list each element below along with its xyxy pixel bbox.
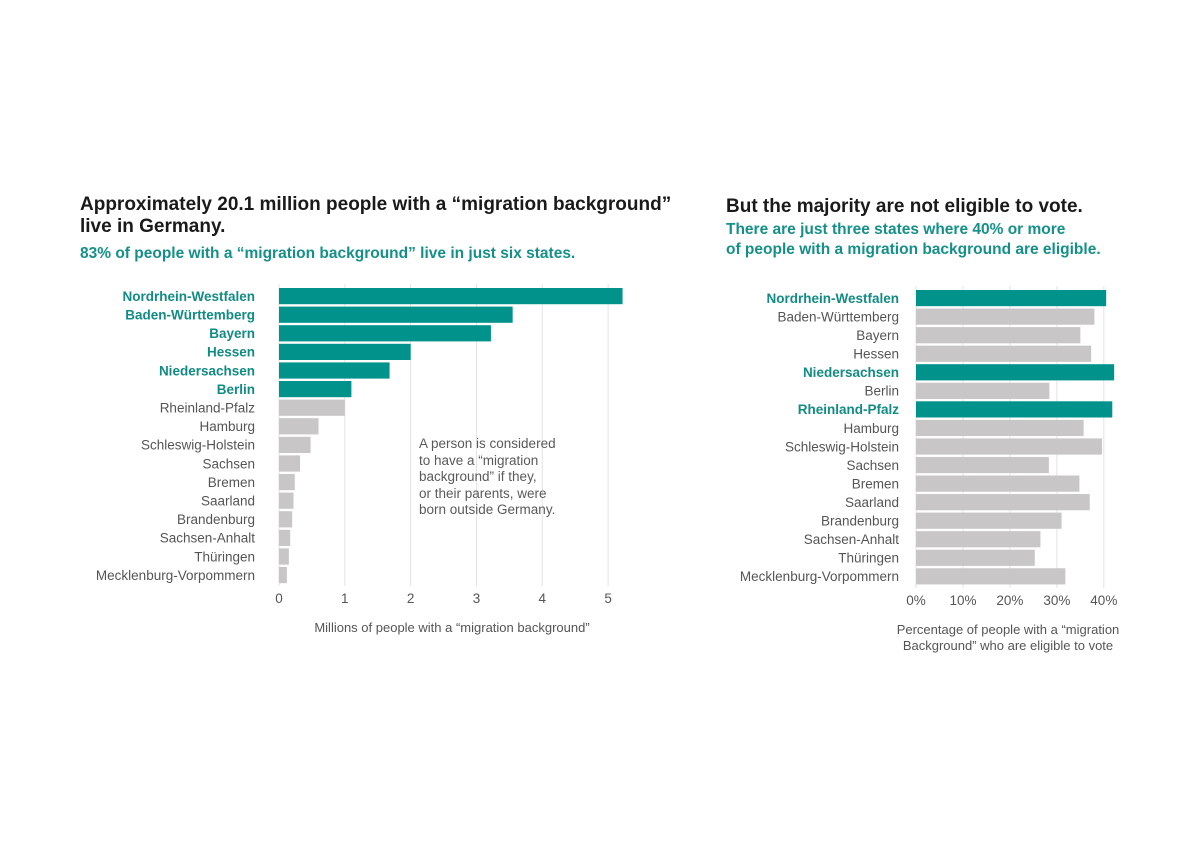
right-category-label: Hamburg	[843, 421, 899, 436]
left-category-label: Sachsen	[202, 456, 255, 471]
right-category-label: Schleswig-Holstein	[785, 439, 899, 454]
right-bar	[916, 494, 1090, 511]
left-chart-subtitle: 83% of people with a “migration backgrou…	[80, 244, 575, 264]
left-bar	[279, 399, 345, 416]
right-category-label: Mecklenburg-Vorpommern	[740, 569, 899, 584]
left-bar	[279, 343, 411, 360]
right-title-line: But the majority are not eligible to vot…	[726, 196, 1083, 217]
right-category-label: Bayern	[856, 328, 899, 343]
left-bar	[279, 548, 289, 565]
annotation-line: to have a “migration	[419, 452, 539, 468]
right-bar	[916, 568, 1066, 585]
right-subtitle-line: of people with a migration background ar…	[726, 241, 1101, 258]
right-bar	[916, 364, 1115, 381]
right-category-label: Thüringen	[838, 551, 899, 566]
left-bar	[279, 436, 311, 453]
migration-background-annotation: A person is considered to have a “migrat…	[419, 436, 556, 519]
right-bar	[916, 382, 1050, 399]
right-x-tick-label: 0%	[906, 593, 926, 608]
right-bar	[916, 475, 1080, 492]
right-bar	[916, 531, 1041, 548]
annotation-line: background” if they,	[419, 469, 537, 484]
right-chart-title: But the majority are not eligible to vot…	[726, 196, 1083, 218]
right-category-label: Sachsen	[846, 458, 899, 473]
annotation-line: or their parents, were	[419, 485, 547, 501]
left-title-line: live in Germany.	[80, 216, 226, 237]
left-category-label: Rheinland-Pfalz	[160, 401, 256, 416]
right-category-label: Niedersachsen	[803, 365, 899, 380]
left-category-label: Berlin	[217, 382, 255, 397]
right-x-tick-label: 10%	[949, 593, 976, 608]
right-category-label: Saarland	[845, 495, 899, 510]
right-x-tick-label: 20%	[996, 593, 1023, 608]
right-bar	[916, 308, 1095, 325]
left-category-label: Bremen	[208, 475, 255, 490]
right-chart-subtitle: There are just three states where 40% or…	[726, 220, 1101, 260]
left-x-tick-label: 4	[539, 591, 547, 606]
right-category-label: Baden-Württemberg	[777, 309, 899, 324]
left-x-tick-label: 1	[341, 591, 349, 606]
right-xlabel-line: Percentage of people with a “migration	[896, 622, 1120, 637]
right-bar-chart: 0% 10% 20% 30% 40% Nordrhein-Westfalen Baden-W…	[740, 286, 1117, 608]
left-category-label: Mecklenburg-Vorpommern	[96, 568, 255, 583]
left-x-axis-title: Millions of people with a “migration bac…	[279, 620, 625, 636]
left-subtitle-line: 83% of people with a “migration backgrou…	[80, 245, 576, 262]
right-category-label: Nordrhein-Westfalen	[766, 291, 899, 306]
left-x-tick-label: 0	[275, 591, 283, 606]
left-bar	[279, 381, 352, 398]
left-xlabel-line: Millions of people with a “migration bac…	[314, 620, 590, 635]
left-bar	[279, 455, 301, 472]
annotation-line: A person is considered	[419, 436, 556, 451]
right-bar	[916, 512, 1062, 529]
right-x-axis-title: Percentage of people with a “migration B…	[868, 622, 1148, 654]
right-category-label: Bremen	[852, 476, 899, 491]
right-subtitle-line: There are just three states where 40% or…	[726, 221, 1066, 238]
left-x-tick-label: 5	[604, 591, 612, 606]
left-bar	[279, 306, 513, 323]
left-bar	[279, 492, 294, 509]
left-title-line: Approximately 20.1 million people with a…	[80, 194, 672, 215]
left-bar	[279, 567, 287, 584]
left-bar	[279, 529, 291, 546]
right-bar	[916, 438, 1102, 455]
left-x-tick-label: 3	[473, 591, 481, 606]
right-category-label: Rheinland-Pfalz	[798, 402, 900, 417]
left-category-label: Thüringen	[194, 549, 255, 564]
left-bar	[279, 474, 295, 491]
left-bar	[279, 362, 390, 379]
left-category-label: Bayern	[209, 326, 255, 341]
right-bar	[916, 401, 1113, 418]
left-bar	[279, 325, 491, 342]
left-category-label: Saarland	[201, 494, 255, 509]
right-category-label: Hessen	[853, 347, 899, 362]
right-category-label: Brandenburg	[821, 514, 899, 529]
left-category-label: Sachsen-Anhalt	[160, 531, 256, 546]
left-category-label: Niedersachsen	[159, 363, 255, 378]
left-category-label: Hessen	[207, 345, 255, 360]
left-category-label: Nordrhein-Westfalen	[122, 289, 255, 304]
left-bar	[279, 288, 623, 305]
right-x-tick-label: 30%	[1043, 593, 1070, 608]
right-bar	[916, 549, 1035, 566]
left-category-label: Baden-Württemberg	[125, 308, 255, 323]
right-bar	[916, 419, 1084, 437]
left-category-label: Brandenburg	[177, 512, 255, 527]
left-category-label: Schleswig-Holstein	[141, 438, 255, 453]
left-bar-chart: 0 1 2 3 4 5 Nordrhein-Westfalen Baden-Württembe…	[96, 284, 623, 606]
left-bar	[279, 418, 319, 435]
left-category-label: Hamburg	[199, 419, 255, 434]
right-bar	[916, 345, 1092, 362]
left-bar	[279, 511, 293, 528]
right-bar	[916, 290, 1107, 307]
left-x-tick-label: 2	[407, 591, 415, 606]
right-category-label: Berlin	[864, 384, 899, 399]
annotation-line: born outside Germany.	[419, 502, 556, 517]
right-bar	[916, 456, 1049, 474]
right-category-label: Sachsen-Anhalt	[804, 532, 900, 547]
right-bar	[916, 327, 1081, 344]
right-xlabel-line: Background” who are eligible to vote	[902, 638, 1114, 653]
right-x-tick-label: 40%	[1090, 593, 1117, 608]
left-chart-title: Approximately 20.1 million people with a…	[80, 194, 671, 238]
